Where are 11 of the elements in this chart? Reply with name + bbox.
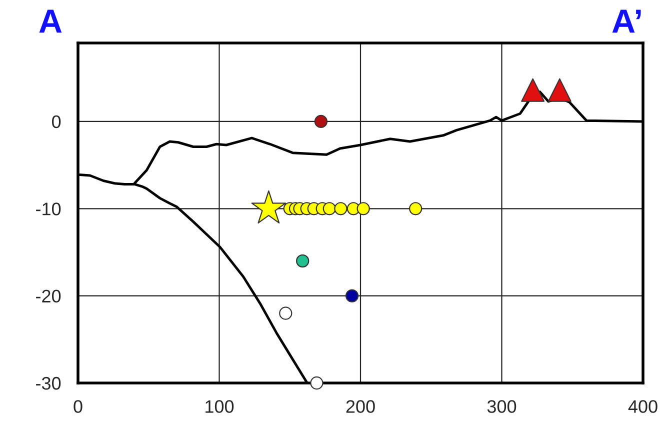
y-tick-label: -30 — [36, 376, 61, 390]
text: A — [39, 10, 62, 33]
x-tick-label: 100 — [206, 400, 234, 413]
y-tick-label: 0 — [52, 115, 61, 128]
x-tick-label: 0 — [74, 400, 82, 413]
text: A’ — [612, 10, 641, 33]
x-tick-label: 400 — [628, 400, 658, 413]
y-tick-label: -10 — [36, 202, 61, 216]
x-tick-label: 200 — [346, 400, 375, 413]
y-tick-label: -20 — [36, 290, 61, 303]
x-tick-label: 300 — [487, 400, 516, 413]
